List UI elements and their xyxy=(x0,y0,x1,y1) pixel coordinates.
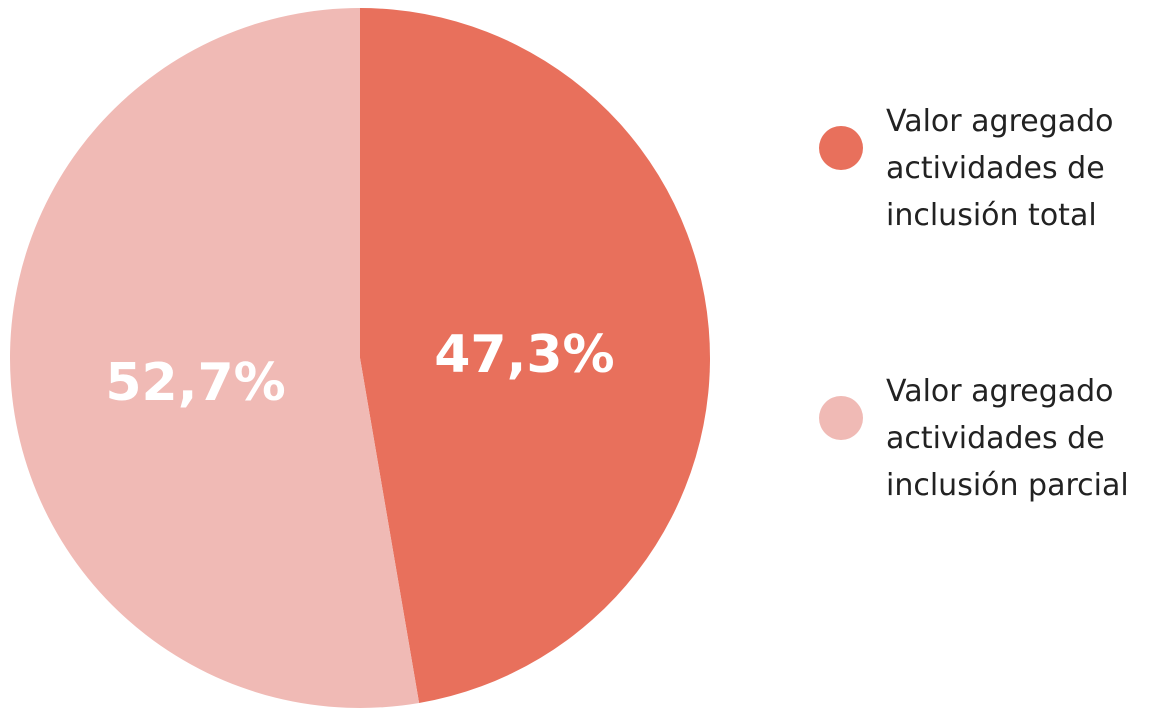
legend-swatch xyxy=(819,126,863,170)
value-label: 47,3% xyxy=(434,325,614,385)
pie-slice xyxy=(360,8,711,703)
value-label: 52,7% xyxy=(105,353,285,413)
legend-label: Valor agregado actividades de inclusión … xyxy=(886,374,1129,503)
pie-slice xyxy=(10,8,420,708)
legend-label: Valor agregado actividades de inclusión … xyxy=(886,104,1114,233)
legend-swatch xyxy=(819,396,863,440)
